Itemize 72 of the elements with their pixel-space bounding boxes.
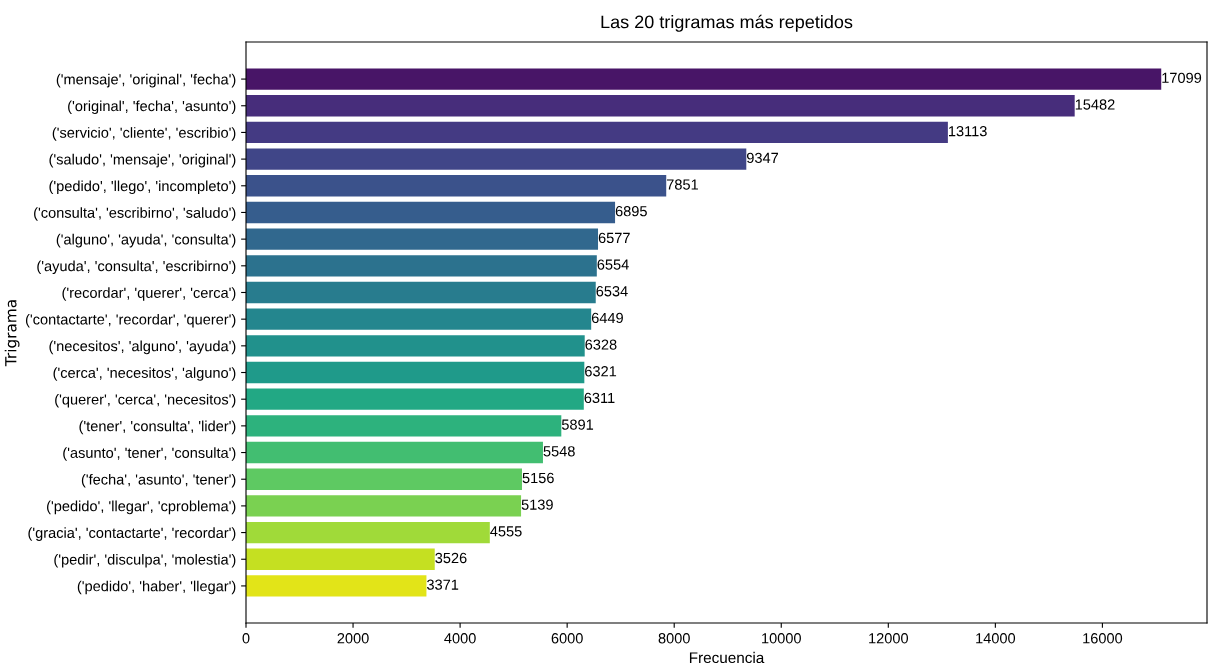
bar [246,95,1075,117]
y-tick-label: ('servicio', 'cliente', 'escribio') [52,127,236,141]
y-tick-label: ('asunto', 'tener', 'consulta') [63,447,236,461]
data-label: 6311 [584,392,615,404]
y-tick-label: ('pedido', 'llegar', 'cproblema') [47,500,236,515]
x-tick-label: 12000 [869,633,909,644]
x-tick-label: 6000 [551,633,583,644]
bar [246,388,584,410]
data-label: 3371 [426,579,459,590]
y-tick-label: ('alguno', 'ayuda', 'consulta') [56,233,236,248]
bar [246,281,596,304]
bar [246,201,616,224]
x-tick-label: 2000 [337,633,369,644]
x-tick-label: 10000 [762,633,801,644]
data-label: 17099 [1162,72,1202,83]
y-tick-label: ('pedido', 'haber', 'llegar') [77,580,236,595]
y-tick-label: ('saludo', 'mensaje', 'original') [49,153,236,168]
bar [246,575,427,597]
y-tick-label: ('original', 'fecha', 'asunto') [68,100,236,115]
data-label: 6895 [615,206,647,217]
bar [246,415,562,437]
x-tick-label: 14000 [976,633,1016,644]
y-tick-label: ('contactarte', 'recordar', 'querer') [25,313,236,328]
data-label: 6321 [585,366,617,377]
bar [246,308,592,330]
bar [246,361,585,384]
data-label: 5156 [522,472,554,484]
x-tick-label: 8000 [658,633,690,644]
y-tick-label: ('mensaje', 'original', 'fecha') [56,73,236,88]
data-label: 5139 [521,499,553,510]
bar [246,468,522,490]
bar [246,335,585,357]
y-tick-label: ('recordar', 'querer', 'cerca') [62,287,236,301]
y-tick-label: ('fecha', 'asunto', 'tener') [81,473,236,488]
bar [246,175,667,197]
y-axis-title: Trigrama [4,300,20,367]
y-tick-label: ('consulta', 'escribirno', 'saludo') [34,207,236,221]
bar [246,228,599,250]
x-tick-label: 0 [242,633,250,644]
bar [246,441,543,464]
chart-title: Las 20 trigramas más repetidos [601,14,853,32]
bar [246,255,597,277]
y-tick-label: ('querer', 'cerca', 'necesitos') [55,393,236,408]
data-label: 13113 [948,126,987,137]
data-label: 6554 [597,259,629,270]
data-label: 6449 [591,312,623,324]
data-label: 5891 [561,419,594,430]
bar [246,68,1162,90]
data-label: 4555 [490,526,522,537]
data-label: 3526 [435,552,467,564]
y-tick-label: ('cerca', 'necesitos', 'alguno') [53,367,236,381]
bar [246,548,435,570]
y-tick-label: ('pedido', 'llego', 'incompleto') [49,180,236,195]
data-label: 6534 [596,286,628,297]
x-tick-label: 16000 [1083,633,1123,644]
data-label: 9347 [746,152,779,164]
x-axis-title: Frecuencia [689,651,765,664]
y-tick-label: ('pedir', 'disculpa', 'molestia') [54,553,236,568]
data-label: 5548 [543,446,575,457]
bar [246,495,522,517]
data-label: 6328 [585,339,617,350]
y-tick-label: ('tener', 'consulta', 'lider') [79,420,236,435]
bar [246,121,948,144]
x-tick-label: 4000 [444,633,476,644]
data-label: 15482 [1075,99,1115,110]
bar [246,148,747,170]
bar [246,521,490,544]
y-tick-label: ('necesitos', 'alguno', 'ayuda') [49,340,236,355]
y-tick-label: ('gracia', 'contactarte', 'recordar') [28,527,236,541]
data-label: 6577 [598,232,630,244]
data-label: 7851 [666,179,698,190]
y-tick-label: ('ayuda', 'consulta', 'escribirno') [37,260,236,275]
